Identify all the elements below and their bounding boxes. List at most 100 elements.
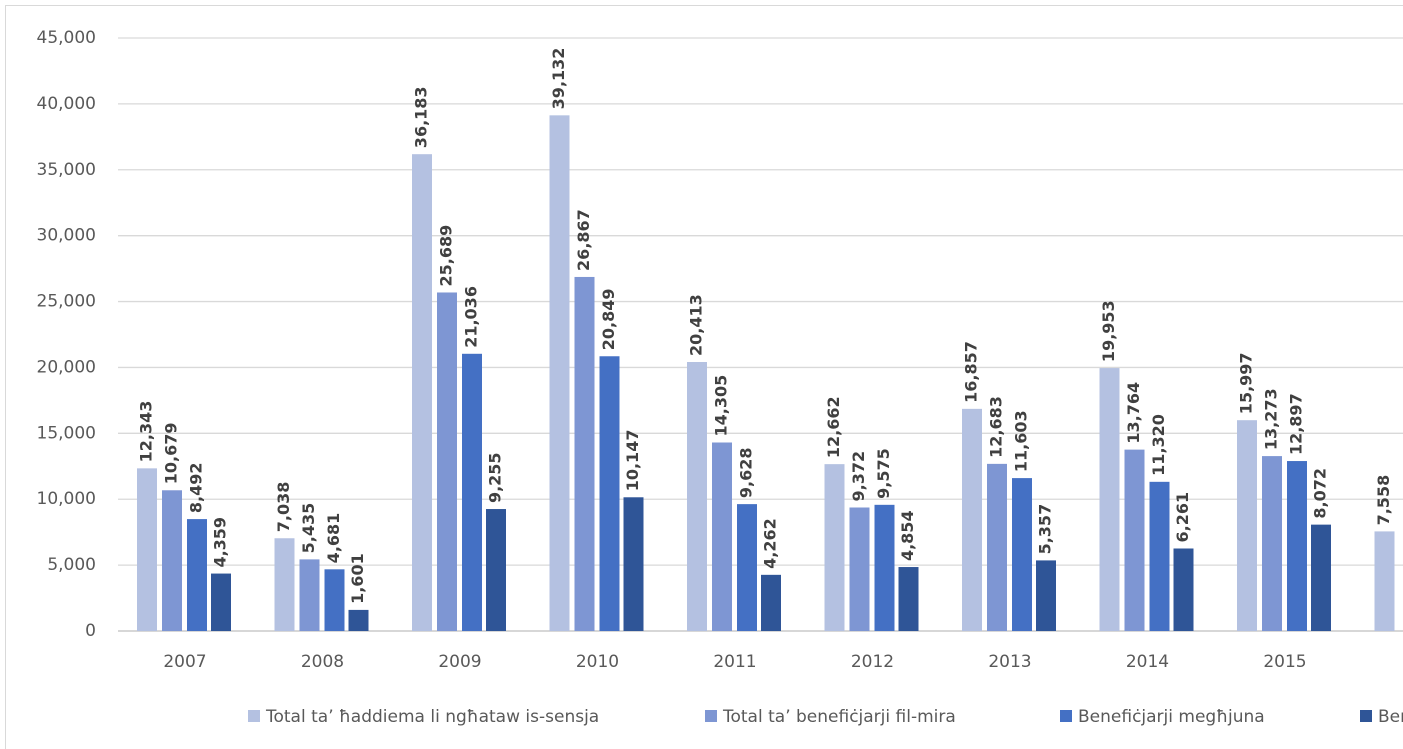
x-tick-label: 2007 bbox=[163, 652, 206, 672]
value-label: 25,689 bbox=[437, 225, 456, 287]
bar bbox=[137, 468, 157, 631]
y-tick-label: 5,000 bbox=[47, 555, 96, 575]
value-label: 14,305 bbox=[712, 375, 731, 437]
bar bbox=[211, 573, 231, 631]
x-tick-label: 2008 bbox=[301, 652, 344, 672]
bar bbox=[348, 609, 369, 631]
value-label: 7,558 bbox=[1374, 475, 1393, 526]
bar bbox=[1124, 449, 1145, 631]
value-label: 11,320 bbox=[1149, 414, 1168, 476]
value-label: 5,435 bbox=[299, 503, 318, 554]
bar bbox=[462, 353, 482, 631]
value-label: 16,857 bbox=[962, 341, 981, 403]
value-label: 15,997 bbox=[1237, 352, 1256, 414]
x-tick-label: 2015 bbox=[1263, 652, 1306, 672]
bar bbox=[486, 509, 506, 631]
y-tick-label: 40,000 bbox=[37, 94, 96, 114]
bar bbox=[623, 497, 644, 631]
bar bbox=[599, 356, 620, 631]
legend-marker bbox=[705, 710, 717, 722]
y-tick-label: 35,000 bbox=[37, 160, 96, 180]
value-label: 9,255 bbox=[486, 452, 505, 503]
value-label: 11,603 bbox=[1012, 410, 1031, 472]
value-label: 12,662 bbox=[824, 396, 843, 458]
bar bbox=[274, 538, 295, 631]
y-tick-label: 25,000 bbox=[37, 292, 96, 312]
bar bbox=[1311, 524, 1331, 631]
legend-label: Benefiċjarji megħjuna bbox=[1078, 707, 1265, 727]
value-label: 4,359 bbox=[211, 517, 230, 568]
value-label: 13,273 bbox=[1262, 388, 1281, 450]
value-label: 21,036 bbox=[462, 286, 481, 348]
y-tick-label: 20,000 bbox=[37, 357, 96, 377]
y-tick-label: 45,000 bbox=[37, 28, 96, 48]
bar bbox=[437, 292, 457, 631]
bar bbox=[849, 507, 870, 631]
y-tick-label: 15,000 bbox=[37, 423, 96, 443]
bar bbox=[162, 490, 182, 631]
y-tick-label: 10,000 bbox=[37, 489, 96, 509]
value-label: 39,132 bbox=[549, 48, 568, 110]
value-label: 1,601 bbox=[348, 553, 367, 604]
x-tick-label: 2011 bbox=[713, 652, 756, 672]
bar bbox=[1012, 478, 1032, 631]
y-tick-label: 0 bbox=[85, 621, 96, 641]
legend-label: Total ta’ ħaddiema li ngħataw is-sensja bbox=[265, 707, 599, 727]
bar bbox=[987, 463, 1007, 631]
bar bbox=[962, 408, 982, 631]
value-label: 13,764 bbox=[1124, 382, 1143, 444]
value-label: 26,867 bbox=[574, 209, 593, 271]
x-tick-label: 2009 bbox=[438, 652, 481, 672]
bar bbox=[1149, 481, 1170, 631]
value-label: 7,038 bbox=[274, 482, 293, 533]
value-label: 8,492 bbox=[187, 462, 206, 513]
value-label: 12,683 bbox=[987, 396, 1006, 458]
bar bbox=[1237, 420, 1257, 631]
bar bbox=[824, 464, 845, 631]
bar bbox=[412, 154, 432, 631]
value-label: 12,897 bbox=[1287, 393, 1306, 455]
value-label: 19,953 bbox=[1099, 300, 1118, 362]
value-label: 4,681 bbox=[324, 513, 343, 564]
bar bbox=[1262, 456, 1282, 631]
bar bbox=[1036, 560, 1056, 631]
value-label: 9,575 bbox=[874, 448, 893, 499]
x-tick-label: 2014 bbox=[1126, 652, 1169, 672]
value-label: 10,147 bbox=[623, 430, 642, 492]
x-tick-label: 2013 bbox=[988, 652, 1031, 672]
bar bbox=[1099, 368, 1120, 631]
legend-label: Ben bbox=[1378, 707, 1403, 727]
bar bbox=[712, 442, 732, 631]
bar bbox=[1374, 531, 1395, 631]
legend-label: Total ta’ benefiċjarji fil-mira bbox=[722, 707, 956, 727]
value-label: 12,343 bbox=[137, 401, 156, 463]
value-label: 20,413 bbox=[687, 294, 706, 356]
bar bbox=[549, 115, 570, 631]
y-tick-label: 30,000 bbox=[37, 226, 96, 246]
legend-marker bbox=[1360, 710, 1372, 722]
value-label: 5,357 bbox=[1036, 504, 1055, 555]
bar bbox=[187, 519, 207, 631]
value-label: 9,628 bbox=[737, 448, 756, 499]
bar bbox=[874, 504, 895, 631]
bar bbox=[1173, 548, 1194, 631]
x-tick-label: 2012 bbox=[851, 652, 894, 672]
value-label: 8,072 bbox=[1311, 468, 1330, 519]
bar bbox=[1287, 461, 1307, 631]
bar bbox=[324, 569, 345, 631]
value-label: 4,262 bbox=[761, 518, 780, 569]
value-label: 6,261 bbox=[1173, 492, 1192, 543]
value-label: 36,183 bbox=[412, 86, 431, 148]
x-tick-label: 2010 bbox=[576, 652, 619, 672]
value-label: 9,372 bbox=[849, 451, 868, 502]
bar bbox=[737, 504, 757, 631]
value-label: 10,679 bbox=[162, 423, 181, 485]
chart-border bbox=[5, 5, 1403, 749]
legend-marker bbox=[248, 710, 260, 722]
bar bbox=[898, 567, 919, 631]
legend-marker bbox=[1060, 710, 1072, 722]
bar bbox=[574, 276, 595, 631]
bar bbox=[687, 362, 707, 631]
